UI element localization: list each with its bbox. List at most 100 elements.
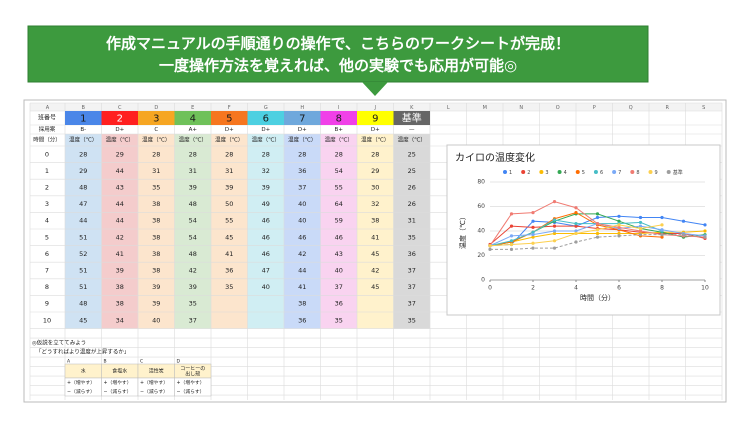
series-point — [509, 239, 514, 243]
temp-cell: 31 — [225, 167, 233, 175]
temp-cell: 40 — [335, 267, 343, 275]
hypothesis-cell — [174, 377, 212, 397]
temp-cell: 39 — [116, 267, 124, 275]
temp-cell: 41 — [116, 250, 124, 258]
temp-cell: 52 — [79, 250, 87, 258]
temp-header: 温度（℃） — [142, 136, 170, 144]
row-label: 採用案 — [39, 125, 56, 133]
series-point — [617, 231, 621, 236]
temp-cell: 51 — [79, 233, 87, 241]
legend-label: 1 — [509, 170, 512, 176]
hypothesis-letter: B — [104, 359, 107, 365]
temp-cell: 54 — [189, 217, 197, 225]
hypothesis-item: コーヒーの — [180, 366, 205, 372]
plan-label: D+ — [298, 127, 307, 133]
series-point — [638, 220, 643, 225]
x-axis-label: 時間（分） — [580, 293, 615, 302]
group-cell — [138, 111, 175, 125]
temp-cell: 36 — [225, 267, 233, 275]
column-letter: B — [82, 105, 86, 111]
group-label: 8 — [336, 114, 342, 125]
series-point — [660, 223, 664, 227]
x-tick-label: 10 — [701, 285, 709, 292]
temp-cell: 28 — [225, 150, 233, 158]
group-label: 1 — [80, 114, 86, 125]
temp-cell: 35 — [189, 300, 197, 308]
time-cell: 2 — [45, 184, 49, 192]
temp-cell: 37 — [408, 283, 416, 291]
temp-cell: 40 — [298, 217, 306, 225]
series-point — [660, 215, 664, 220]
group-cell — [393, 111, 430, 125]
series-point — [660, 235, 664, 239]
hypothesis-minus: −（減らす） — [104, 388, 132, 395]
group-label: 3 — [153, 114, 159, 125]
group-cell — [65, 111, 102, 125]
temp-cell: 42 — [298, 250, 306, 258]
temp-cell: 37 — [408, 267, 416, 275]
temp-cell: 35 — [152, 184, 160, 192]
column-letter: G — [264, 105, 268, 111]
x-tick-label: 8 — [660, 285, 664, 292]
series-point — [617, 214, 621, 218]
temp-cell: 39 — [152, 283, 160, 291]
temp-cell: 38 — [298, 300, 306, 308]
series-point — [552, 231, 557, 236]
column-letter: L — [447, 105, 450, 111]
plan-label: A+ — [189, 127, 198, 133]
temp-cell: 32 — [262, 167, 270, 175]
series-line — [490, 234, 706, 250]
hypothesis-letter: D — [177, 359, 181, 365]
column-tint — [138, 134, 175, 329]
temp-header: 温度（℃） — [179, 136, 207, 144]
column-tint — [393, 134, 430, 329]
plan-label: B+ — [335, 127, 344, 133]
temp-cell: 45 — [225, 233, 233, 241]
hypothesis-minus: −（減らす） — [67, 388, 95, 395]
series-point — [552, 239, 557, 243]
temp-cell: 44 — [116, 217, 124, 225]
legend-swatch — [521, 170, 526, 174]
y-tick-label: 60 — [477, 203, 485, 210]
series-point — [681, 233, 686, 237]
temp-header: 温度（℃） — [252, 136, 280, 144]
hypothesis-plus: +（増やす） — [67, 379, 95, 386]
y-tick-label: 80 — [477, 179, 485, 186]
series-point — [488, 247, 492, 251]
series-point — [531, 225, 535, 229]
series-point — [531, 235, 535, 239]
series-point — [552, 246, 557, 250]
banner: 作成マニュアルの手順通りの操作で、こちらのワークシートが完成！ 一度操作方法を覚… — [27, 25, 649, 96]
plan-label: D+ — [225, 127, 234, 133]
series-point — [595, 215, 600, 220]
temp-header: 温度（℃） — [69, 136, 97, 144]
temp-cell: 28 — [371, 150, 379, 158]
temp-cell: 46 — [298, 233, 306, 241]
temp-cell: 38 — [152, 267, 160, 275]
temp-cell: 36 — [298, 167, 306, 175]
temp-cell: 28 — [262, 150, 270, 158]
temp-cell: 31 — [152, 167, 160, 175]
group-label: 2 — [117, 114, 123, 125]
legend-swatch — [666, 170, 671, 174]
hypothesis-heading: ◎仮説を立ててみよう — [32, 339, 86, 347]
series-point — [509, 242, 514, 247]
series-point — [509, 212, 514, 216]
series-point — [531, 230, 535, 234]
legend-swatch — [539, 170, 544, 174]
series-point — [617, 223, 621, 227]
group-label: 7 — [299, 114, 305, 125]
temp-cell: 43 — [335, 250, 343, 258]
series-point — [595, 235, 600, 239]
temp-cell: 37 — [189, 316, 197, 324]
legend-swatch — [557, 170, 562, 174]
temp-cell: 41 — [225, 250, 233, 258]
chart-box — [446, 144, 721, 316]
legend-swatch — [503, 170, 507, 174]
legend-label: 9 — [655, 170, 658, 176]
series-point — [703, 229, 707, 233]
y-tick-label: 40 — [477, 228, 485, 235]
column-tint — [211, 134, 248, 329]
plan-label: D+ — [115, 127, 124, 133]
temp-cell: 28 — [189, 150, 197, 158]
